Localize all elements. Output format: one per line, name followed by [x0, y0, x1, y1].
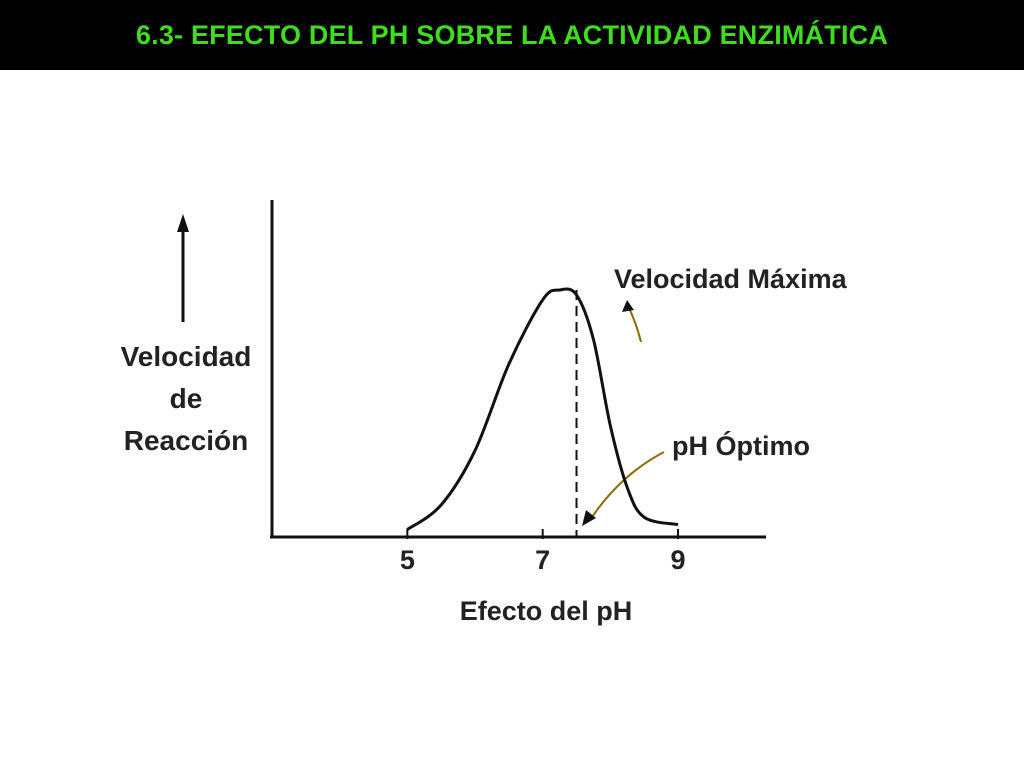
optimum-label: pH Óptimo [672, 430, 810, 461]
x-tick-label-5: 5 [400, 545, 415, 575]
x-tick-label-9: 9 [671, 545, 686, 575]
max-velocity-arrow [627, 305, 642, 343]
x-tick-label-7: 7 [535, 545, 550, 575]
max-velocity-arrow-head [622, 300, 634, 312]
ylabel-line-1: Velocidad [121, 341, 252, 372]
ylabel-line-3: Reacción [124, 425, 249, 456]
ylabel-arrow-head [177, 214, 189, 232]
optimum-arrow-head [582, 510, 596, 526]
ylabel-line-2: de [170, 383, 203, 414]
slide-title: 6.3- EFECTO DEL PH SOBRE LA ACTIVIDAD EN… [135, 19, 889, 50]
max-velocity-label: Velocidad Máxima [614, 264, 848, 294]
title-bar: 6.3- EFECTO DEL PH SOBRE LA ACTIVIDAD EN… [0, 0, 1024, 70]
series-line-0 [406, 287, 679, 531]
x-axis-label: Efecto del pH [460, 596, 633, 626]
